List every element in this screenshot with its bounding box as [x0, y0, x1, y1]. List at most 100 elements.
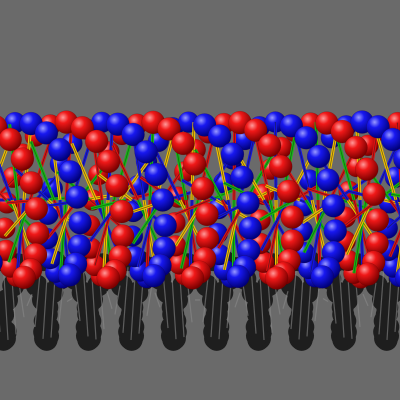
base-pair-edge [387, 216, 400, 229]
red-strand-bead [110, 224, 135, 248]
red-strand-bead [109, 199, 134, 224]
blue-strand-bead [134, 140, 158, 164]
blue-strand-bead [310, 265, 335, 289]
blue-strand-bead [65, 185, 89, 209]
shadow-rung [82, 263, 89, 337]
blue-strand-bead [226, 264, 250, 289]
shadow-rung [114, 285, 121, 315]
blue-strand-bead [393, 148, 400, 170]
shadow-rung [26, 293, 33, 307]
shadow-rung [234, 292, 241, 308]
red-strand-bead [354, 157, 379, 181]
blue-strand-bead [394, 267, 400, 288]
base-pair-edge [94, 134, 134, 266]
shadow-rung [378, 265, 385, 335]
red-strand-bead [157, 117, 181, 141]
red-strand-bead [276, 179, 301, 204]
base-pair-edge [349, 190, 400, 205]
base-pair-edge [389, 231, 400, 257]
shadow-rung [322, 298, 329, 302]
red-strand-bead [70, 116, 95, 140]
shadow-rung [250, 266, 257, 334]
red-strand-bead [0, 217, 16, 239]
red-strand-bead [105, 173, 129, 198]
shadow-rung [242, 284, 249, 316]
blue-strand-bead [121, 122, 145, 147]
blue-strand-bead [34, 121, 59, 145]
shadow-rung [338, 262, 345, 338]
blue-strand-bead [220, 142, 245, 166]
blue-strand-bead [48, 137, 72, 162]
base-pair-edge [294, 131, 330, 269]
blue-strand-bead [58, 160, 82, 184]
blue-strand-bead [144, 162, 168, 187]
red-strand-bead [12, 265, 36, 290]
shadow-rung [170, 260, 177, 340]
blue-strand-bead [207, 124, 232, 148]
blue-strand-bead [323, 219, 347, 243]
blue-strand-bead [321, 194, 346, 218]
shadow-rung [210, 262, 217, 338]
red-strand-bead [10, 147, 35, 171]
red-strand-bead [257, 133, 282, 158]
base-pair-edge [30, 141, 78, 259]
shadow-rung [202, 277, 209, 323]
blue-strand-bead [238, 216, 262, 240]
red-strand-bead [264, 266, 289, 290]
shadow-rung [282, 291, 289, 309]
red-strand-bead [96, 149, 121, 174]
base-pair-edge [0, 166, 35, 261]
blue-strand-bead [316, 168, 340, 192]
blue-strand-bead [68, 210, 92, 235]
base-pair-edge [253, 130, 287, 270]
shadow-rung [66, 298, 73, 302]
blue-strand-bead [57, 263, 82, 287]
base-pair-edge [0, 139, 11, 169]
red-strand-bead [195, 202, 219, 227]
blue-strand-bead [380, 127, 400, 152]
red-strand-bead [180, 266, 205, 290]
shadow-rung [362, 293, 369, 307]
base-pair-edge [0, 193, 38, 234]
helix-front-strand [0, 110, 400, 290]
red-strand-bead [0, 127, 22, 152]
blue-strand-bead [306, 144, 331, 169]
blue-strand-bead [142, 264, 166, 288]
shadow-rung [146, 284, 153, 316]
red-strand-bead [25, 221, 50, 246]
shadow-rung [122, 267, 129, 333]
shadow-rung [370, 282, 377, 318]
red-strand-bead [280, 205, 304, 229]
red-strand-bead [268, 154, 293, 179]
base-pair-edge [213, 128, 243, 272]
shadow-rung [74, 278, 81, 322]
red-strand-bead [19, 171, 43, 195]
red-strand-bead [24, 196, 49, 221]
red-strand-bead [330, 119, 355, 144]
blue-strand-bead [294, 126, 318, 150]
red-strand-bead [96, 265, 120, 290]
red-strand-bead [365, 208, 390, 232]
shadow-rung [154, 292, 161, 308]
red-strand-bead [344, 135, 368, 160]
blue-strand-bead [150, 188, 175, 212]
shadow-rung [106, 291, 113, 309]
shadow-rung [330, 276, 337, 324]
red-strand-bead [190, 176, 215, 201]
shadow-rung [34, 272, 41, 328]
red-strand-bead [356, 262, 380, 286]
base-pair-edge [376, 134, 400, 216]
blue-strand-bead [0, 254, 3, 270]
red-strand-bead [243, 118, 268, 142]
red-strand-bead [362, 182, 386, 206]
shadow-rung [290, 270, 297, 330]
blue-strand-bead [230, 165, 254, 190]
red-strand-bead [195, 226, 220, 251]
blue-strand-bead [236, 191, 260, 215]
red-strand-bead [171, 131, 195, 156]
red-strand-bead [280, 229, 305, 253]
base-pair-edge [112, 145, 164, 255]
blue-strand-bead [153, 213, 177, 238]
red-strand-bead [84, 129, 109, 154]
